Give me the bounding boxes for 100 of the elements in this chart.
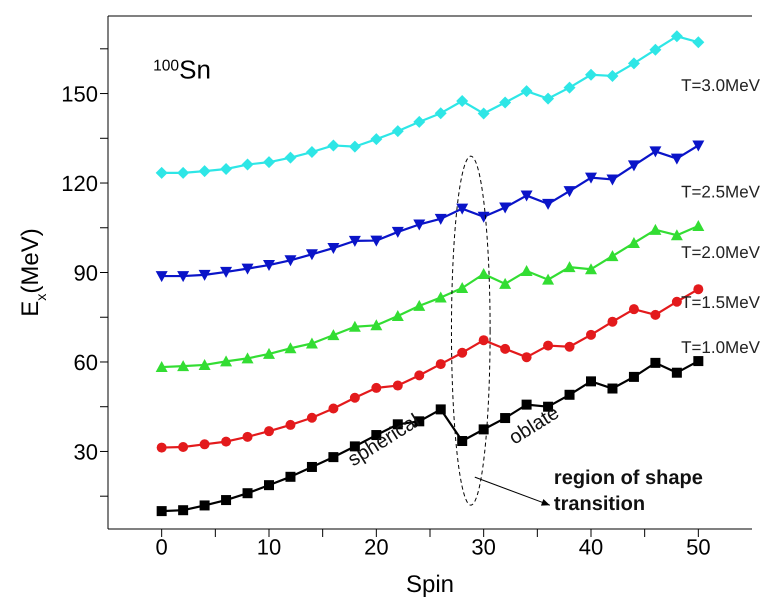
point [220, 355, 232, 366]
point [628, 57, 640, 70]
text: $^{100}$Sn [153, 54, 211, 85]
point [628, 160, 640, 172]
point [327, 139, 340, 152]
point [499, 202, 512, 214]
point [263, 260, 275, 272]
x-tick-label: 10 [256, 534, 282, 560]
point [672, 368, 682, 378]
point [413, 300, 426, 311]
point [456, 282, 468, 294]
point [156, 361, 168, 372]
point [242, 158, 254, 171]
point [564, 390, 575, 400]
point [242, 264, 254, 275]
point [670, 30, 683, 42]
point [284, 152, 296, 164]
point [220, 266, 232, 278]
point [242, 352, 254, 364]
point [392, 310, 404, 322]
point [413, 116, 426, 128]
point [520, 265, 533, 276]
point [520, 190, 533, 202]
y-tick-label: 150 [61, 81, 98, 106]
point [628, 372, 639, 382]
point [200, 500, 210, 510]
point [198, 358, 211, 370]
point [478, 212, 490, 223]
point [348, 140, 361, 153]
point [328, 452, 338, 462]
series-label: T=2.0MeV [681, 242, 761, 262]
point [200, 439, 210, 450]
point [242, 488, 253, 498]
point [672, 296, 682, 307]
point [520, 85, 533, 98]
point [586, 376, 596, 386]
point [392, 380, 403, 391]
point [649, 224, 662, 235]
point [348, 236, 361, 247]
point [564, 82, 576, 94]
point [306, 337, 318, 348]
point [693, 284, 704, 294]
point [606, 174, 618, 186]
point [306, 146, 318, 158]
x-tick-label: 40 [578, 534, 604, 560]
point [670, 154, 683, 165]
point [221, 436, 232, 447]
point [198, 165, 211, 178]
point [692, 140, 704, 152]
point [370, 319, 382, 330]
x-tick-label: 30 [471, 534, 496, 560]
point [478, 268, 490, 279]
point [650, 358, 660, 368]
series-label: T=3.0MeV [681, 76, 761, 96]
point [370, 133, 382, 146]
point [542, 198, 554, 210]
point [327, 329, 340, 340]
point [242, 432, 253, 442]
point [564, 186, 576, 198]
point [178, 505, 188, 516]
point [264, 426, 274, 436]
point [436, 404, 446, 414]
point [522, 400, 532, 410]
point [285, 420, 296, 430]
point [221, 495, 232, 506]
point [198, 270, 211, 281]
series-label: T=1.0MeV [681, 338, 761, 358]
y-tick-label: 90 [74, 260, 98, 286]
point [478, 424, 489, 434]
point [285, 472, 296, 482]
point [500, 344, 510, 354]
point [392, 125, 404, 138]
x-tick-label: 20 [364, 534, 389, 560]
point [585, 68, 597, 81]
point [649, 146, 662, 158]
point [284, 342, 296, 354]
point [156, 442, 167, 453]
point [306, 412, 317, 423]
y-tick-label: 60 [74, 350, 98, 375]
point [156, 506, 167, 516]
y-tick-label: 120 [61, 170, 98, 196]
point [178, 442, 188, 452]
point [456, 95, 468, 108]
point [177, 271, 190, 282]
point [478, 108, 490, 120]
point [434, 292, 447, 303]
point [457, 348, 468, 358]
point [370, 236, 382, 247]
point [156, 166, 168, 179]
point [413, 219, 426, 230]
point [606, 70, 618, 82]
y-tick-label: 30 [74, 439, 98, 464]
point [306, 462, 317, 472]
point [670, 229, 683, 240]
point [650, 310, 660, 320]
point [156, 271, 168, 282]
point [306, 249, 318, 260]
point [263, 156, 275, 168]
point [220, 163, 232, 176]
series-label: T=2.5MeV [681, 182, 761, 202]
